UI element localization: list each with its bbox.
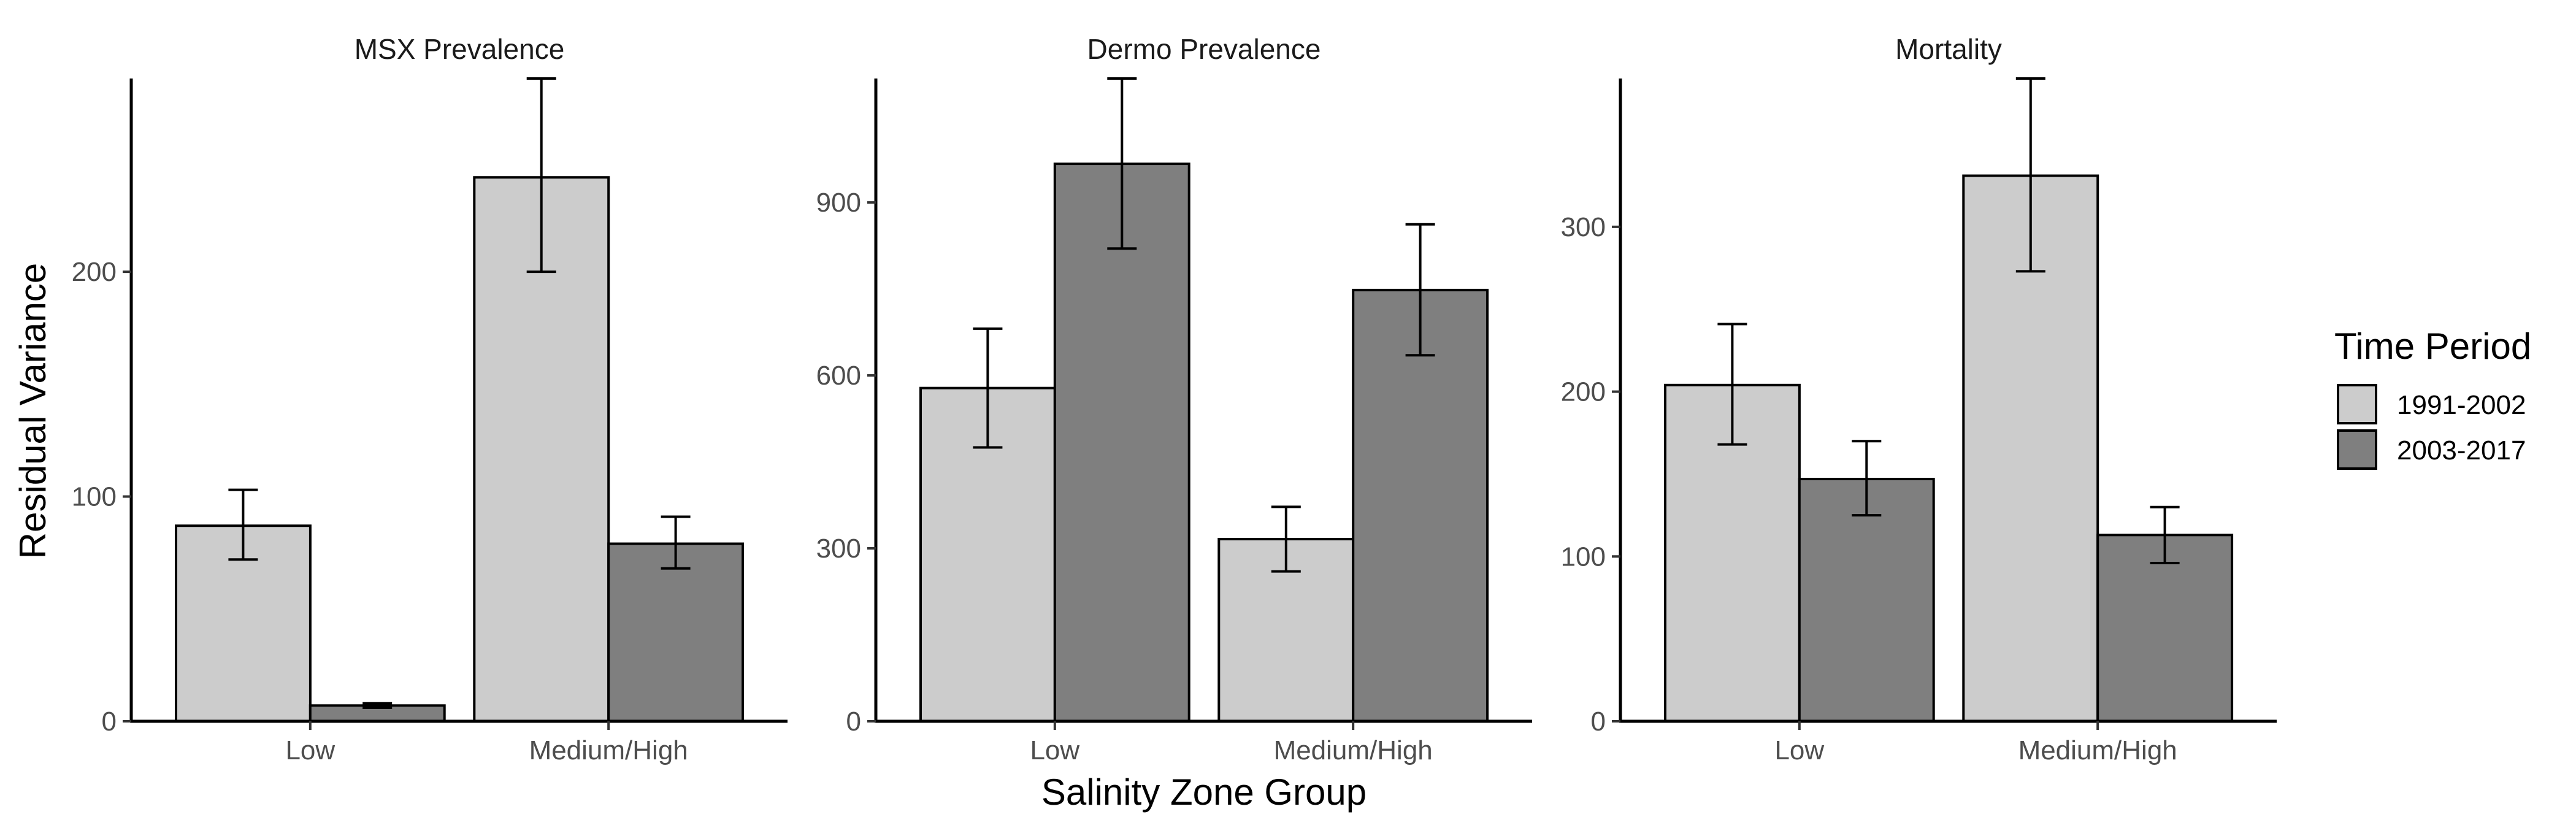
errorbar-mortality-medium-high-2003-2017 — [2150, 505, 2180, 564]
panel-msx-prevalence: 0 100 200 Low Medium/High — [72, 77, 788, 765]
panel-title-msx: MSX Prevalence — [355, 33, 565, 65]
legend-label-1991-2002: 1991-2002 — [2397, 390, 2526, 420]
errorbar-msx-prevalence-medium-high-2003-2017 — [661, 515, 691, 570]
bar-mortality-low-2003-2017 — [1798, 478, 1935, 723]
y-tick-label-mortality-300: 300 — [1561, 212, 1606, 242]
bar-msx-prevalence-medium-high-2003-2017 — [607, 542, 745, 723]
errorbar-msx-prevalence-low-1991-2002 — [228, 488, 258, 561]
y-tick-label-mortality-0: 0 — [1591, 707, 1606, 737]
panel-title-dermo: Dermo Prevalence — [1087, 33, 1321, 65]
y-tick-label-msx-prevalence-0: 0 — [102, 707, 117, 737]
y-tick-label-dermo-prevalence-900: 900 — [816, 188, 861, 218]
y-tick-label-mortality-200: 200 — [1561, 377, 1606, 407]
errorbar-msx-prevalence-low-2003-2017 — [362, 702, 393, 709]
bar-dermo-prevalence-medium-high-2003-2017 — [1352, 288, 1489, 723]
errorbar-dermo-prevalence-medium-high-1991-2002 — [1271, 505, 1301, 573]
legend-swatch-1991-2002 — [2337, 384, 2377, 424]
errorbar-dermo-prevalence-low-1991-2002 — [973, 327, 1003, 449]
panel-dermo-prevalence: 0 300 600 900 Low Medium/High — [816, 77, 1532, 765]
errorbar-dermo-prevalence-low-2003-2017 — [1107, 77, 1137, 250]
y-tick-label-msx-prevalence-100: 100 — [72, 482, 117, 512]
x-axis-title: Salinity Zone Group — [1041, 772, 1367, 813]
y-tick-label-msx-prevalence-200: 200 — [72, 257, 117, 287]
x-tick-label-mortality-medium-high: Medium/High — [2018, 735, 2177, 765]
panel-mortality: 0 100 200 300 Low Medium/High — [1561, 77, 2277, 765]
legend-swatch-2003-2017 — [2337, 429, 2377, 470]
bar-mortality-low-1991-2002 — [1664, 383, 1801, 723]
errorbar-mortality-low-1991-2002 — [1717, 323, 1747, 446]
y-tick-label-dermo-prevalence-600: 600 — [816, 361, 861, 391]
errorbar-mortality-medium-high-1991-2002 — [2015, 77, 2045, 273]
x-tick-label-msx-prevalence-medium-high: Medium/High — [529, 735, 688, 765]
legend-label-2003-2017: 2003-2017 — [2397, 435, 2526, 466]
bar-mortality-medium-high-2003-2017 — [2096, 534, 2234, 723]
x-tick-label-mortality-low: Low — [1774, 735, 1824, 765]
x-tick-label-dermo-prevalence-medium-high: Medium/High — [1274, 735, 1433, 765]
y-axis-title: Residual Variance — [12, 263, 53, 559]
errorbar-mortality-low-2003-2017 — [1852, 440, 1882, 517]
x-tick-label-dermo-prevalence-low: Low — [1030, 735, 1079, 765]
errorbar-msx-prevalence-medium-high-1991-2002 — [526, 77, 556, 274]
y-tick-label-mortality-100: 100 — [1561, 542, 1606, 572]
panel-title-mortality: Mortality — [1895, 33, 2002, 65]
errorbar-dermo-prevalence-medium-high-2003-2017 — [1405, 223, 1435, 357]
y-tick-label-dermo-prevalence-0: 0 — [846, 707, 861, 737]
legend: Time Period 1991-2002 2003-2017 — [2334, 326, 2531, 470]
x-tick-label-msx-prevalence-low: Low — [285, 735, 335, 765]
legend-title: Time Period — [2334, 326, 2531, 367]
y-tick-label-dermo-prevalence-300: 300 — [816, 534, 861, 564]
